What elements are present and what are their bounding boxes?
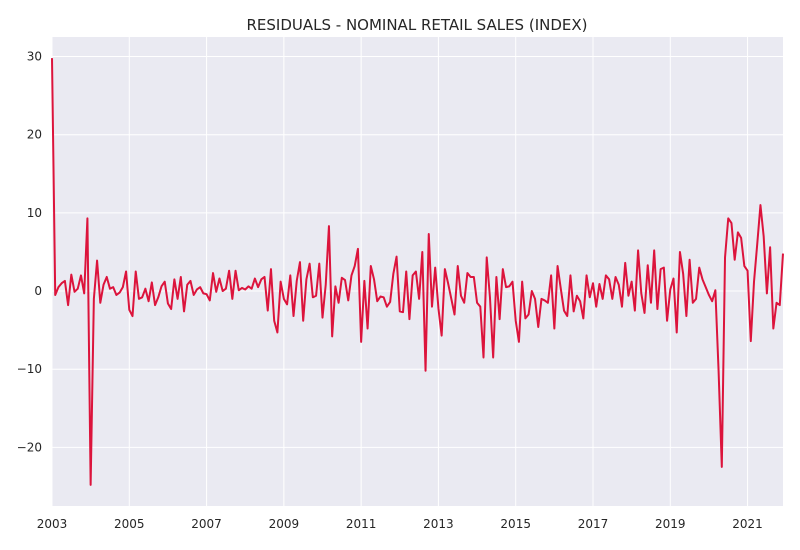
y-tick-label: −20: [17, 440, 42, 454]
x-tick-label: 2021: [732, 517, 763, 531]
x-tick-label: 2007: [191, 517, 222, 531]
x-tick-labels: 2003 2005 2007 2009 2011 2013 2015 2017 2019 2021: [37, 517, 763, 531]
x-tick-label: 2005: [114, 517, 145, 531]
plot-background: [52, 37, 783, 506]
x-tick-label: 2015: [500, 517, 531, 531]
x-tick-label: 2011: [346, 517, 377, 531]
y-tick-labels: −20 −10 0 10 20 30: [17, 50, 42, 455]
x-tick-label: 2013: [423, 517, 454, 531]
y-tick-label: −10: [17, 362, 42, 376]
x-tick-label: 2019: [655, 517, 686, 531]
y-tick-label: 10: [27, 206, 42, 220]
y-tick-label: 0: [34, 284, 42, 298]
x-tick-label: 2009: [269, 517, 300, 531]
x-tick-label: 2017: [578, 517, 609, 531]
residuals-series-line: [51, 58, 784, 486]
chart-title: RESIDUALS - NOMINAL RETAIL SALES (INDEX): [246, 16, 587, 34]
x-tick-label: 2003: [37, 517, 68, 531]
y-tick-label: 20: [27, 128, 42, 142]
x-gridlines: [51, 37, 749, 506]
y-tick-label: 30: [27, 50, 42, 64]
